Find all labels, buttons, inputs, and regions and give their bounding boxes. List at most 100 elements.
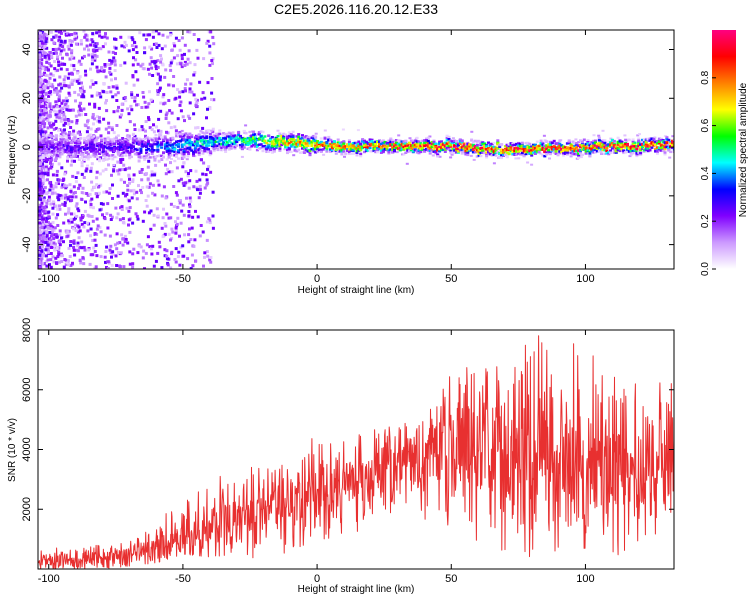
spectrogram-cell <box>597 149 601 153</box>
spectrogram-cell <box>197 38 201 42</box>
spectrogram-cell <box>56 213 60 217</box>
spectrogram-cell <box>60 141 64 144</box>
spectrogram-cell <box>96 69 100 73</box>
spectrogram-cell <box>391 148 395 151</box>
spectrogram-cell <box>156 148 160 151</box>
spectrogram-cell <box>323 142 327 145</box>
spectrogram-cell <box>175 143 179 147</box>
spectrogram-cell <box>109 138 113 141</box>
spectrogram-cell <box>301 147 304 150</box>
spectrogram-cell <box>624 145 628 148</box>
spectrogram-cell <box>186 138 190 142</box>
spectrogram-cell <box>517 157 521 160</box>
spectrogram-cell <box>514 157 518 160</box>
spectrogram-cell <box>156 150 160 153</box>
spectrogram-cell <box>184 82 188 86</box>
spectrogram-cell <box>99 95 103 99</box>
spectrogram-cell <box>91 82 95 86</box>
spectrogram-cell <box>197 144 201 147</box>
spectrogram-cell <box>624 151 628 154</box>
spectrogram-cell <box>58 153 62 156</box>
spectrogram-cell <box>184 138 188 142</box>
spectrogram-cell <box>304 142 308 145</box>
spectrogram-cell <box>629 147 633 150</box>
spectrogram-cell <box>159 75 162 79</box>
spectrogram-cell <box>85 144 88 147</box>
spectrogram-cell <box>159 54 163 58</box>
spectrogram-cell <box>71 39 75 43</box>
spectrogram-cell <box>143 210 147 214</box>
spectrogram-cell <box>47 54 51 58</box>
spectrogram-cell <box>229 141 233 144</box>
spectrogram-cell <box>460 141 464 144</box>
spectrogram-cell <box>267 139 271 142</box>
spectrogram-cell <box>50 38 54 42</box>
spectrogram-cell <box>225 135 229 138</box>
spectrogram-cell <box>127 134 131 138</box>
spectrogram-cell <box>143 46 147 50</box>
spectrogram-cell <box>95 227 99 231</box>
spectrogram-cell <box>160 154 164 158</box>
spectrogram-cell <box>101 144 105 148</box>
spectrogram-cell <box>41 136 45 140</box>
spectrogram-cell <box>73 253 77 257</box>
spectrogram-cell <box>118 142 122 145</box>
spectrogram-cell <box>60 166 64 170</box>
spectrogram-cell <box>78 245 82 249</box>
spectrogram-cell <box>83 35 87 39</box>
spectrogram-cell <box>105 158 109 161</box>
spectrogram-cell <box>517 152 520 155</box>
spectrogram-cell <box>131 141 135 145</box>
spectrogram-cell <box>174 260 178 264</box>
spectrogram-cell <box>199 149 203 152</box>
spectrogram-cell <box>91 32 95 36</box>
spectrogram-cell <box>98 34 102 38</box>
spectrogram-cell <box>115 86 119 90</box>
spectrogram-cell <box>130 44 134 48</box>
spectrogram-cell <box>67 47 71 51</box>
spectrogram-cell <box>166 35 170 39</box>
spectrogram-cell <box>101 202 105 206</box>
spectrogram-cell <box>306 150 310 153</box>
spectrogram-cell <box>38 140 42 144</box>
spectrogram-cell <box>61 99 65 103</box>
spectrogram-cell <box>91 219 95 223</box>
spectrogram-cell <box>51 73 55 77</box>
spectrogram-cell <box>329 150 333 153</box>
spectrogram-cell <box>547 148 551 152</box>
spectrogram-cell <box>138 170 142 174</box>
spectrogram-cell <box>51 143 55 146</box>
spectrogram-cell <box>38 53 41 57</box>
spectrogram-cell <box>41 209 45 213</box>
spectrogram-cell <box>458 146 462 149</box>
spectrogram-cell <box>389 142 393 146</box>
spectrogram-cell <box>169 202 173 206</box>
spectrogram-cell <box>332 143 336 147</box>
spectrogram-cell <box>284 143 288 147</box>
spectrogram-cell <box>117 172 121 176</box>
spectrogram-cell <box>359 148 363 152</box>
spectrogram-cell <box>69 145 73 149</box>
spectrogram-cell <box>38 259 42 263</box>
spectrogram-cell <box>50 246 53 249</box>
spectrogram-cell <box>218 142 222 146</box>
spectrogram-cell <box>39 203 43 207</box>
spectrogram-cell <box>156 155 160 157</box>
spectrogram-cell <box>349 146 353 150</box>
spectrogram-cell <box>38 84 41 88</box>
spectrogram-cell <box>66 151 70 154</box>
spectrogram-cell <box>64 148 68 152</box>
spectrogram-cell <box>225 133 229 136</box>
spectrogram-cell <box>573 141 577 145</box>
spectrogram-cell <box>56 255 60 259</box>
spectrogram-cell <box>60 145 64 148</box>
spectrogram-cell <box>125 128 129 132</box>
spectrogram-cell <box>370 150 374 153</box>
spectrogram-cell <box>389 138 393 141</box>
spectrogram-cell <box>51 187 55 191</box>
spectrogram-cell <box>91 116 95 120</box>
spectrogram-cell <box>123 40 127 44</box>
spectrogram-cell <box>456 150 460 153</box>
spectrogram-cell <box>136 147 140 150</box>
spectrogram-cell <box>528 149 532 152</box>
